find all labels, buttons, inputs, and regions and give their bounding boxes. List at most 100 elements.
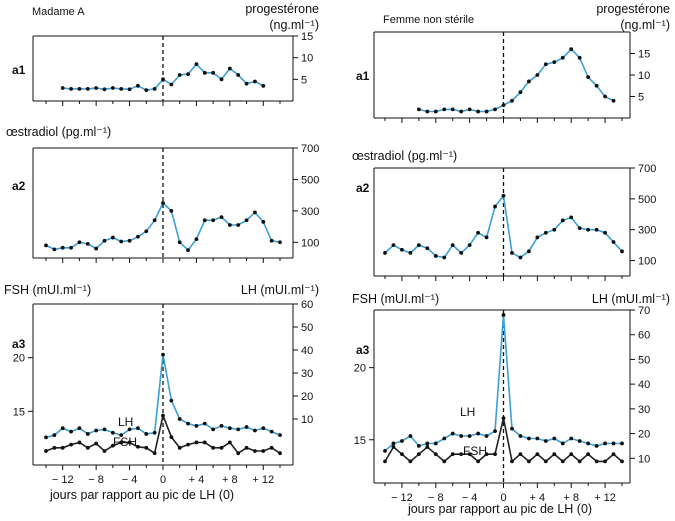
fsh-series-label: FSH [113, 435, 137, 449]
estradiol-data-point [194, 237, 199, 242]
progesterone-data-point [416, 107, 421, 112]
lh-data-point [391, 441, 396, 446]
progesterone-series-line [418, 48, 614, 113]
x-tick-label: − 8 [88, 474, 104, 486]
estradiol-data-point [569, 215, 574, 220]
lh-data-point [476, 431, 481, 436]
estradiol-data-point [119, 239, 124, 244]
estradiol-data-point [493, 204, 497, 209]
right-lh-label: LH (mUI.ml⁻¹) [591, 292, 670, 306]
x-tick-label: + 8 [222, 474, 238, 486]
fsh-data-point [219, 445, 224, 450]
progesterone-data-point [484, 109, 489, 114]
lh-data-point [620, 441, 624, 446]
fsh-data-point [408, 459, 413, 464]
lh-data-point [408, 434, 413, 438]
fsh-data-point [501, 416, 506, 421]
fsh-series-label: FSH [463, 444, 487, 458]
lh-data-point [501, 313, 506, 317]
estradiol-data-point [391, 243, 396, 248]
fsh-data-point [552, 452, 557, 457]
fsh-data-point [194, 440, 199, 445]
fsh-data-point [119, 440, 124, 445]
fsh-data-point [391, 445, 396, 449]
y-tick-label-right: 50 [638, 354, 650, 366]
progesterone-data-point [177, 73, 182, 77]
y-tick-label-right: 15 [638, 49, 650, 61]
progesterone-data-point [611, 98, 616, 103]
estradiol-data-point [144, 229, 149, 234]
lh-data-point [177, 417, 182, 421]
lh-data-point [211, 427, 216, 432]
fsh-data-point [278, 451, 282, 456]
progesterone-data-point [186, 72, 190, 77]
estradiol-data-point [620, 249, 624, 254]
fsh-data-point [269, 445, 274, 450]
fsh-data-point [493, 452, 497, 457]
x-tick-label: − 8 [428, 492, 444, 504]
lh-data-point [261, 426, 266, 431]
y-tick-label-right: 5 [301, 74, 307, 86]
estradiol-data-point [102, 238, 107, 243]
progesterone-data-point [169, 82, 174, 87]
estradiol-data-point [400, 247, 404, 252]
fsh-data-point [467, 452, 472, 457]
fsh-data-point [459, 452, 464, 457]
lh-data-point [52, 433, 57, 437]
estradiol-data-point [127, 238, 132, 243]
estradiol-data-point [611, 240, 616, 244]
lh-data-point [586, 441, 591, 446]
fsh-data-point [400, 452, 404, 457]
fsh-data-point [77, 440, 82, 445]
left-estradiol-label: œstradiol (pg.ml⁻¹) [6, 125, 112, 139]
progesterone-data-point [253, 79, 257, 84]
estradiol-data-point [433, 254, 438, 258]
fsh-data-point [244, 445, 249, 450]
estradiol-data-point [278, 240, 282, 245]
fsh-data-point [227, 440, 232, 445]
y-tick-label-right: 70 [638, 305, 650, 317]
fsh-data-point [620, 459, 624, 464]
progesterone-data-point [152, 86, 157, 91]
lh-data-point [433, 441, 438, 446]
progesterone-data-point [526, 79, 531, 84]
lh-data-point [603, 441, 607, 446]
progesterone-data-point [586, 75, 591, 80]
lh-data-point [535, 436, 540, 441]
estradiol-data-point [177, 240, 182, 245]
progesterone-data-point [510, 98, 514, 103]
left-fsh-label: FSH (mUI.ml⁻¹) [4, 283, 92, 297]
lh-data-point [493, 429, 497, 433]
progesterone-data-point [459, 109, 464, 114]
y-tick-label-right: 500 [301, 174, 319, 186]
lh-data-point [244, 425, 249, 429]
y-tick-label-right: 40 [638, 379, 650, 391]
y-tick-label-right: 20 [301, 391, 313, 403]
lh-data-point [450, 431, 455, 436]
panel-label-1: a1 [356, 69, 370, 83]
fsh-data-point [611, 452, 616, 457]
y-tick-label-right: 60 [638, 330, 650, 342]
x-tick-label: − 4 [462, 492, 478, 504]
progesterone-data-point [569, 47, 574, 52]
estradiol-data-point [442, 255, 447, 260]
y-tick-label-right: 100 [638, 256, 656, 268]
fsh-data-point [577, 459, 582, 464]
progesterone-data-point [85, 86, 90, 91]
lh-data-point [425, 441, 430, 446]
fsh-data-point [543, 459, 548, 464]
fsh-data-point [476, 459, 481, 464]
panel-label-2: a2 [356, 181, 370, 195]
progesterone-data-point [501, 103, 506, 107]
lh-data-point [77, 426, 82, 431]
lh-data-point [459, 434, 464, 438]
progesterone-data-point [552, 60, 557, 64]
x-tick-label: − 12 [391, 492, 413, 504]
lh-data-point [60, 426, 65, 431]
progesterone-data-point [493, 107, 497, 112]
lh-data-point [416, 444, 421, 448]
y-tick-label-right: 300 [638, 225, 656, 237]
fsh-data-point [60, 445, 65, 450]
right-figure-title: Femme non stérile [383, 14, 475, 26]
estradiol-data-point [467, 243, 472, 248]
